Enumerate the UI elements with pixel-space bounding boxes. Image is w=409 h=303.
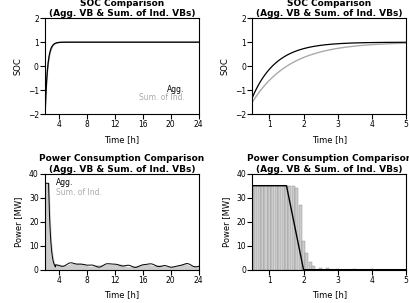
- Bar: [335, 269, 338, 270]
- Bar: [277, 186, 281, 270]
- Title: SOC Comparison
(Agg. VB & Sum. of Ind. VBs): SOC Comparison (Agg. VB & Sum. of Ind. V…: [255, 0, 401, 18]
- Title: Power Consumption Comparison
(Agg. VB & Sum. of Ind. VBs): Power Consumption Comparison (Agg. VB & …: [39, 154, 204, 174]
- Bar: [271, 186, 274, 270]
- Bar: [254, 186, 257, 270]
- Text: Agg.: Agg.: [167, 85, 184, 94]
- Text: Sum. of Ind.: Sum. of Ind.: [139, 93, 184, 102]
- Bar: [257, 186, 260, 270]
- Bar: [288, 186, 291, 270]
- Bar: [312, 266, 315, 270]
- X-axis label: Time [h]: Time [h]: [104, 135, 139, 144]
- Text: Agg.: Agg.: [56, 178, 73, 188]
- Bar: [264, 186, 267, 270]
- Title: SOC Comparison
(Agg. VB & Sum. of Ind. VBs): SOC Comparison (Agg. VB & Sum. of Ind. V…: [49, 0, 195, 18]
- Bar: [352, 269, 355, 270]
- Bar: [291, 186, 294, 270]
- Bar: [284, 186, 287, 270]
- Y-axis label: Power [MW]: Power [MW]: [221, 196, 230, 247]
- Bar: [308, 262, 311, 270]
- Bar: [281, 186, 284, 270]
- X-axis label: Time [h]: Time [h]: [104, 291, 139, 299]
- X-axis label: Time [h]: Time [h]: [311, 135, 346, 144]
- Bar: [301, 241, 304, 270]
- Bar: [305, 253, 308, 270]
- Bar: [325, 268, 328, 270]
- Text: Sum. of Ind.: Sum. of Ind.: [56, 188, 101, 197]
- Y-axis label: SOC: SOC: [13, 57, 22, 75]
- Bar: [250, 186, 253, 270]
- Bar: [318, 268, 321, 270]
- Bar: [274, 186, 277, 270]
- Y-axis label: SOC: SOC: [220, 57, 229, 75]
- X-axis label: Time [h]: Time [h]: [311, 291, 346, 299]
- Bar: [294, 188, 297, 270]
- Bar: [261, 186, 263, 270]
- Bar: [267, 186, 270, 270]
- Title: Power Consumption Comparison
(Agg. VB & Sum. of Ind. VBs): Power Consumption Comparison (Agg. VB & …: [246, 154, 409, 174]
- Bar: [298, 205, 301, 270]
- Y-axis label: Power [MW]: Power [MW]: [14, 196, 23, 247]
